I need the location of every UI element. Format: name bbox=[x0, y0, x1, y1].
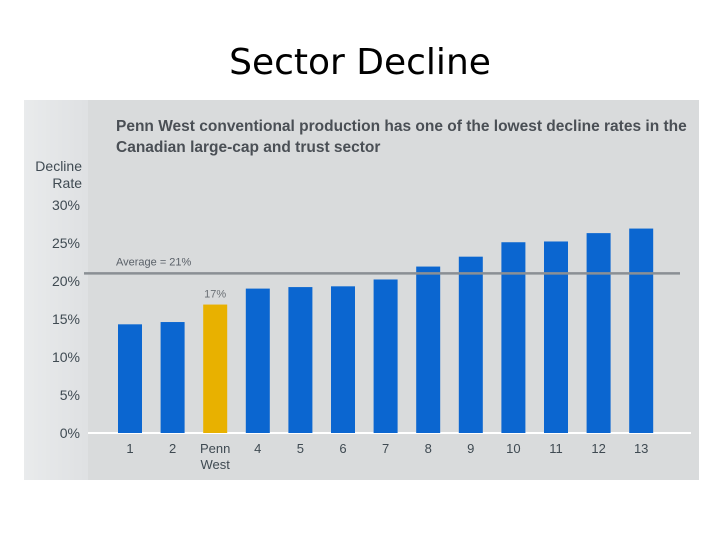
x-tick-label: 12 bbox=[591, 441, 605, 456]
x-tick-label: 2 bbox=[169, 441, 176, 456]
bar-highlight bbox=[203, 304, 228, 433]
x-tick-label: Penn bbox=[200, 441, 230, 456]
x-tick-label: West bbox=[201, 457, 231, 472]
y-axis-title: Decline Rate bbox=[35, 158, 82, 191]
x-tick-label: 7 bbox=[382, 441, 389, 456]
y-tick-label: 10% bbox=[52, 349, 80, 365]
x-tick-label: 8 bbox=[425, 441, 432, 456]
x-tick-label: 4 bbox=[254, 441, 261, 456]
bar bbox=[458, 256, 483, 433]
bar bbox=[586, 233, 611, 433]
bar bbox=[629, 228, 654, 433]
x-tick-label: 10 bbox=[506, 441, 520, 456]
average-label: Average = 21% bbox=[116, 256, 192, 268]
bar bbox=[501, 242, 526, 433]
bar bbox=[118, 324, 142, 433]
bar bbox=[245, 288, 270, 433]
y-tick-label: 25% bbox=[52, 235, 80, 251]
chart-title: Penn West conventional production has on… bbox=[116, 118, 687, 156]
bar bbox=[331, 286, 355, 433]
bar bbox=[160, 322, 185, 433]
y-tick-label: 15% bbox=[52, 311, 80, 327]
bar bbox=[288, 287, 313, 433]
bar bbox=[416, 266, 441, 433]
bar-data-label: 17% bbox=[204, 289, 226, 301]
y-tick-label: 5% bbox=[60, 387, 80, 403]
y-tick-label: 30% bbox=[52, 197, 80, 213]
x-tick-label: 6 bbox=[339, 441, 346, 456]
y-tick-label: 20% bbox=[52, 273, 80, 289]
x-tick-label: 13 bbox=[634, 441, 648, 456]
x-tick-label: 1 bbox=[126, 441, 133, 456]
x-tick-label: 5 bbox=[297, 441, 304, 456]
bar bbox=[544, 241, 568, 433]
x-tick-label: 9 bbox=[467, 441, 474, 456]
y-tick-label: 0% bbox=[60, 425, 80, 441]
x-tick-label: 11 bbox=[549, 441, 563, 456]
slide-title: Sector Decline bbox=[229, 42, 491, 83]
bar bbox=[373, 279, 398, 433]
chart-image: Decline Rate Penn West conventional prod… bbox=[24, 100, 699, 480]
